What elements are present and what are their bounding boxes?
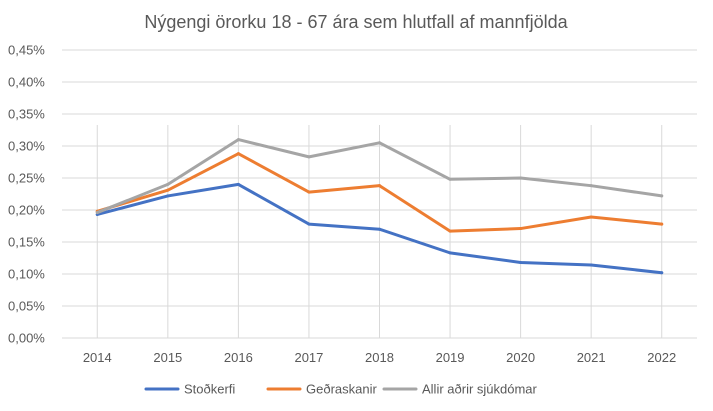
data-point: [307, 155, 311, 159]
y-tick-label: 0,20%: [8, 203, 45, 218]
data-point: [660, 271, 664, 275]
grid-layer: [62, 49, 697, 339]
data-point: [307, 190, 311, 194]
y-tick-label: 0,05%: [8, 299, 45, 314]
data-point: [589, 184, 593, 188]
x-tick-label: 2015: [153, 350, 182, 365]
legend-label: Allir aðrir sjúkdómar: [422, 382, 538, 397]
data-point: [236, 138, 240, 142]
x-tick-label: 2022: [647, 350, 676, 365]
data-point: [236, 182, 240, 186]
data-point: [519, 260, 523, 264]
y-tick-label: 0,30%: [8, 139, 45, 154]
x-tick-label: 2018: [365, 350, 394, 365]
data-point: [378, 184, 381, 188]
legend-item: Stoðkerfi: [144, 382, 235, 397]
legend-label: Stoðkerfi: [184, 382, 235, 397]
data-point: [519, 176, 523, 180]
data-point: [166, 182, 170, 186]
data-point: [519, 227, 523, 231]
legend-item: Allir aðrir sjúkdómar: [382, 382, 538, 397]
series-layer: [95, 138, 664, 275]
data-point: [378, 141, 381, 145]
x-tick-label: 2019: [436, 350, 465, 365]
data-point: [448, 177, 452, 181]
data-point: [166, 188, 170, 192]
y-tick-label: 0,40%: [8, 75, 45, 90]
data-point: [589, 263, 593, 267]
y-tick-label: 0,15%: [8, 235, 45, 250]
x-tick-label: 2014: [83, 350, 112, 365]
data-point: [660, 222, 664, 226]
data-point: [166, 194, 170, 198]
data-point: [236, 152, 240, 156]
data-point: [589, 215, 593, 219]
x-tick-label: 2020: [506, 350, 535, 365]
y-tick-label: 0,25%: [8, 171, 45, 186]
data-point: [448, 251, 452, 255]
legend-item: Geðraskanir: [266, 382, 377, 397]
axis-layer: 0,00% 0,05% 0,10% 0,15% 0,20% 0,25% 0,30% 0,35%…: [8, 43, 676, 366]
x-tick-label: 2017: [294, 350, 323, 365]
legend: Stoðkerfi Geðraskanir Allir aðrir sjúkdóma…: [144, 382, 538, 397]
data-point: [95, 211, 99, 215]
data-point: [448, 229, 452, 233]
x-tick-label: 2021: [577, 350, 606, 365]
chart-title: Nýgengi örorku 18 - 67 ára sem hlutfall …: [144, 12, 568, 32]
data-point: [660, 194, 664, 198]
x-tick-label: 2016: [224, 350, 253, 365]
y-tick-label: 0,10%: [8, 267, 45, 282]
legend-label: Geðraskanir: [306, 382, 377, 397]
y-tick-label: 0,45%: [8, 43, 45, 58]
data-point: [378, 227, 381, 231]
data-point: [307, 222, 311, 226]
y-tick-label: 0,00%: [8, 331, 45, 346]
y-tick-label: 0,35%: [8, 107, 45, 122]
